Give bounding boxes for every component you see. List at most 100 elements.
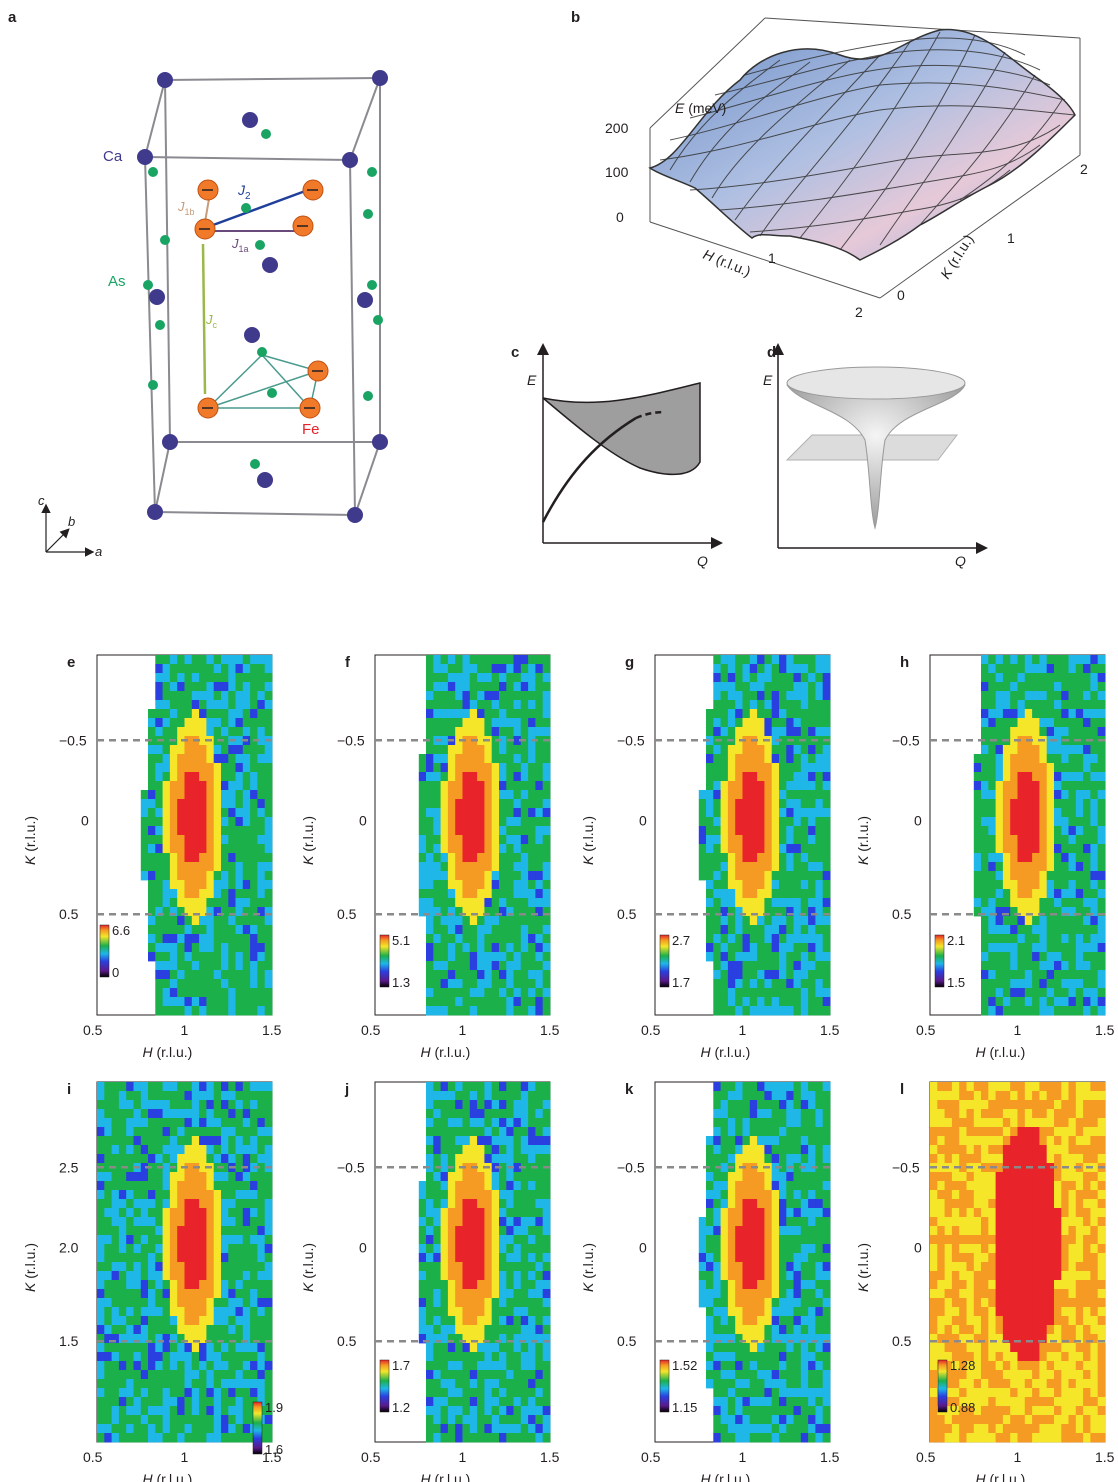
x-tick-label: 1.5 <box>262 1449 282 1465</box>
label-j1b: J1b <box>177 199 195 217</box>
heatmaps: e 0.5 1 1.5 H (r.l.u.) −0.5 0 0.5 K (r.l.u.) 6.6 0… <box>22 654 1115 1482</box>
y-tick-label: 0 <box>359 1240 367 1256</box>
y-tick-label: 0 <box>914 813 922 829</box>
axis-c-label: c <box>38 493 45 508</box>
y-axis-label: K (r.l.u.) <box>580 816 596 865</box>
y-tick-label: 0 <box>639 1240 647 1256</box>
heatmap-cells <box>930 1082 1106 1443</box>
colorbar-max-label: 1.28 <box>950 1358 975 1373</box>
heatmap-cells <box>418 1082 551 1443</box>
y-tick-label: 2.0 <box>59 1240 79 1256</box>
x-axis-label: H (r.l.u.) <box>976 1471 1026 1482</box>
x-axis-label: H (r.l.u.) <box>976 1044 1026 1060</box>
panel-label-d: d <box>767 344 776 361</box>
unit-cell-frame <box>144 77 381 516</box>
heatmap-panel-g: g 0.5 1 1.5 H (r.l.u.) −0.5 0 0.5 K (r.l.u.) 2.7 1… <box>580 654 840 1060</box>
heatmap-panel-f: f 0.5 1 1.5 H (r.l.u.) −0.5 0 0.5 K (r.l.u.) 5.1 1… <box>300 654 560 1060</box>
b-ytick-2: 2 <box>1080 161 1088 177</box>
y-tick-label: 0 <box>81 813 89 829</box>
d-ylabel: E <box>763 372 773 388</box>
panel-label-i: i <box>67 1081 71 1098</box>
x-tick-label: 1.5 <box>820 1449 840 1465</box>
x-tick-label: 1 <box>1014 1449 1022 1465</box>
heatmap-cells <box>698 1082 831 1443</box>
panel-label-e: e <box>67 654 75 671</box>
d-funnel-rim <box>786 366 966 400</box>
colorbar-min-label: 1.7 <box>672 975 690 990</box>
colorbar <box>252 1401 263 1455</box>
y-tick-label: 0.5 <box>337 906 357 922</box>
colorbar-max-label: 1.7 <box>392 1358 410 1373</box>
heatmap-cells <box>140 655 273 1016</box>
panel-label-g: g <box>625 654 634 671</box>
y-tick-label: −0.5 <box>892 1159 920 1175</box>
y-tick-label: −0.5 <box>617 1159 645 1175</box>
b-ylabel: K (r.l.u.) <box>937 232 977 282</box>
y-axis-label: K (r.l.u.) <box>300 816 316 865</box>
panel-label-j: j <box>344 1081 349 1098</box>
heatmap-panel-i: i 0.5 1 1.5 H (r.l.u.) 2.5 2.0 1.5 K (r.l.u.) 1.9… <box>22 1081 283 1482</box>
colorbar-max-label: 2.1 <box>947 933 965 948</box>
y-tick-label: 2.5 <box>59 1159 79 1175</box>
x-tick-label: 0.5 <box>361 1449 381 1465</box>
x-tick-label: 1 <box>181 1022 189 1038</box>
panel-d: d E Q <box>763 343 988 569</box>
ca-atoms <box>137 70 388 523</box>
b-xtick-2: 2 <box>855 304 863 320</box>
exchange-arrow-j2 <box>204 188 309 230</box>
heatmap-panel-j: j 0.5 1 1.5 H (r.l.u.) −0.5 0 0.5 K (r.l.u.) 1.7 1… <box>300 1081 560 1482</box>
heatmap-cells <box>418 655 551 1016</box>
c-ylabel: E <box>527 372 537 388</box>
b-xtick-1: 1 <box>768 250 776 266</box>
fe-atoms <box>194 179 329 419</box>
b-zlabel: E (meV) <box>675 100 726 116</box>
y-tick-label: −0.5 <box>337 732 365 748</box>
b-ztick-0: 0 <box>616 209 624 225</box>
x-tick-label: 1.5 <box>1095 1449 1115 1465</box>
colorbar-max-label: 6.6 <box>112 923 130 938</box>
colorbar <box>659 934 670 988</box>
colorbar <box>659 1359 670 1413</box>
x-tick-label: 1.5 <box>540 1022 560 1038</box>
panel-c: c E Q <box>511 343 723 569</box>
label-j1a: J1a <box>231 236 249 254</box>
colorbar-max-label: 5.1 <box>392 933 410 948</box>
x-tick-label: 0.5 <box>83 1449 103 1465</box>
label-ca: Ca <box>103 148 123 165</box>
heatmap-panel-h: h 0.5 1 1.5 H (r.l.u.) −0.5 0 0.5 K (r.l.u.) 2.1 1… <box>855 654 1115 1060</box>
spin-arrows <box>199 189 323 409</box>
as-atoms <box>143 129 383 469</box>
panel-b: b E <box>571 9 1088 320</box>
x-tick-label: 1 <box>739 1449 747 1465</box>
colorbar-min-label: 1.3 <box>392 975 410 990</box>
x-tick-label: 1 <box>181 1449 189 1465</box>
x-tick-label: 1 <box>459 1449 467 1465</box>
y-tick-label: 0.5 <box>337 1333 357 1349</box>
colorbar-min-label: 1.6 <box>265 1442 283 1457</box>
x-tick-label: 0.5 <box>641 1022 661 1038</box>
y-tick-label: 0.5 <box>59 906 79 922</box>
y-tick-label: 0.5 <box>892 906 912 922</box>
y-tick-label: 0.5 <box>892 1333 912 1349</box>
colorbar <box>937 1359 948 1413</box>
x-tick-label: 0.5 <box>361 1022 381 1038</box>
label-jc: Jc <box>205 312 218 330</box>
y-tick-label: −0.5 <box>617 732 645 748</box>
c-spin-wave <box>541 416 637 523</box>
dispersion-surface <box>648 28 1076 261</box>
heatmap-cells <box>698 655 831 1016</box>
heatmap-panel-e: e 0.5 1 1.5 H (r.l.u.) −0.5 0 0.5 K (r.l.u.) 6.6 0 <box>22 654 282 1060</box>
colorbar-min-label: 1.15 <box>672 1400 697 1415</box>
x-axis-label: H (r.l.u.) <box>421 1044 471 1060</box>
colorbar-min-label: 1.5 <box>947 975 965 990</box>
x-tick-label: 0.5 <box>916 1022 936 1038</box>
x-tick-label: 1 <box>1014 1022 1022 1038</box>
x-axis-label: H (r.l.u.) <box>421 1471 471 1482</box>
colorbar <box>379 934 390 988</box>
axis-b-label: b <box>68 514 75 529</box>
x-tick-label: 1.5 <box>1095 1022 1115 1038</box>
x-tick-label: 1.5 <box>540 1449 560 1465</box>
x-tick-label: 1 <box>459 1022 467 1038</box>
panel-label-f: f <box>345 654 351 671</box>
x-tick-label: 0.5 <box>83 1022 103 1038</box>
